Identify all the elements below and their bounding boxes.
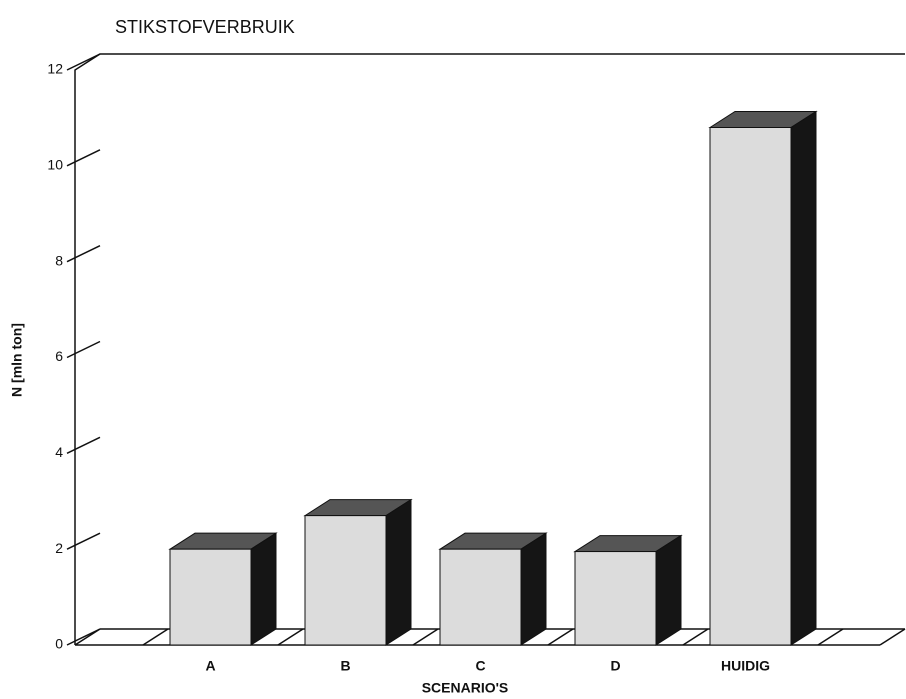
y-tick-label: 12 bbox=[47, 61, 63, 77]
y-tick-label: 4 bbox=[55, 444, 63, 460]
y-tick-label: 0 bbox=[55, 636, 63, 652]
tick-mark bbox=[66, 340, 101, 359]
bar-side bbox=[790, 110, 817, 646]
tick-mark bbox=[66, 436, 101, 455]
floor-divider bbox=[682, 628, 709, 646]
chart-title: STIKSTOFVERBRUIK bbox=[115, 17, 295, 37]
x-tick-label: B bbox=[340, 658, 350, 674]
y-tick-label: 6 bbox=[55, 348, 63, 364]
floor-divider bbox=[879, 628, 906, 646]
x-tick-label: A bbox=[205, 658, 215, 674]
bar-side bbox=[520, 532, 547, 646]
tick-mark bbox=[66, 628, 101, 646]
y-tick-label: 8 bbox=[55, 252, 63, 268]
floor-divider bbox=[142, 628, 169, 646]
y-tick-label: 10 bbox=[47, 157, 63, 173]
bar bbox=[709, 127, 792, 646]
x-tick-label: D bbox=[610, 658, 620, 674]
x-tick-label: HUIDIG bbox=[721, 658, 770, 674]
x-tick-label: C bbox=[475, 658, 485, 674]
tick-mark bbox=[66, 244, 101, 263]
floor-divider bbox=[547, 628, 574, 646]
floor-divider bbox=[412, 628, 439, 646]
bar bbox=[169, 548, 252, 646]
bar-side bbox=[385, 498, 412, 646]
tick-mark bbox=[66, 532, 101, 550]
bar bbox=[439, 548, 522, 646]
bar bbox=[304, 515, 387, 646]
bar bbox=[574, 551, 657, 646]
floor-divider bbox=[277, 628, 304, 646]
floor-divider bbox=[817, 628, 844, 646]
y-axis-label: N [mln ton] bbox=[9, 323, 25, 397]
axis-frame bbox=[74, 53, 905, 645]
bar-side bbox=[250, 532, 277, 646]
y-tick-label: 2 bbox=[55, 540, 63, 556]
tick-mark bbox=[66, 53, 101, 71]
x-axis-label: SCENARIO'S bbox=[422, 680, 509, 696]
bar-side bbox=[655, 534, 682, 646]
tick-mark bbox=[66, 149, 101, 167]
